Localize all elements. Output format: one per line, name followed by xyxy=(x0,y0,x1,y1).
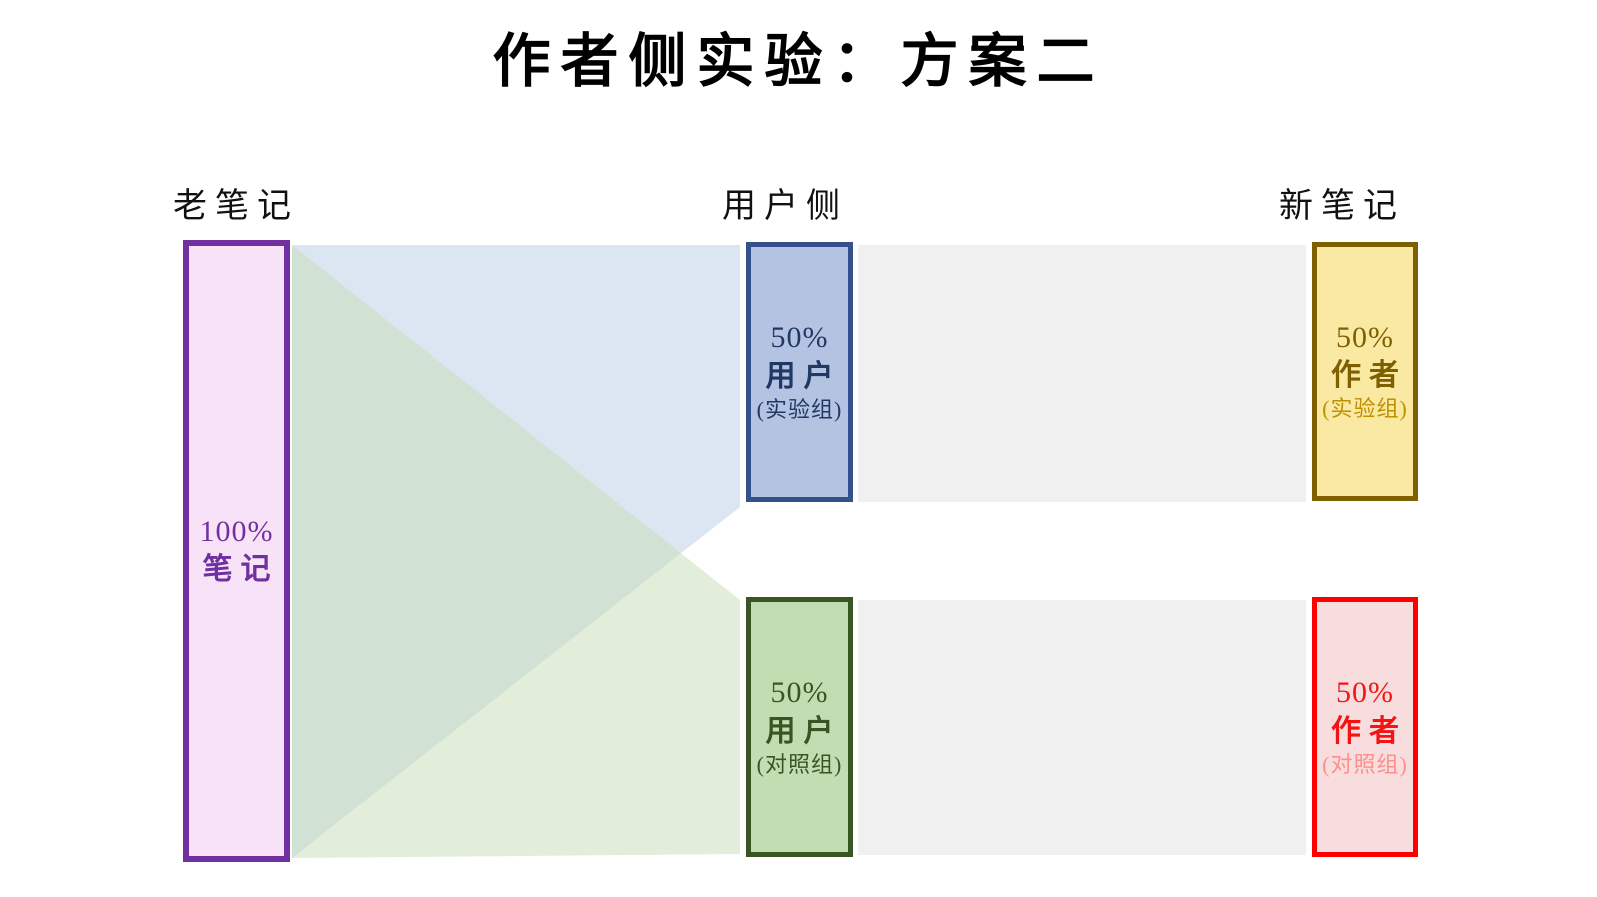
connector-control-band xyxy=(858,600,1306,855)
user-control-percent: 50% xyxy=(770,676,829,710)
flow-split-to-control xyxy=(292,245,740,858)
author-experiment-group: (实验组) xyxy=(1322,396,1408,422)
user-experiment-label: 用户 xyxy=(765,359,842,393)
node-source-notes: 100% 笔记 xyxy=(183,240,290,862)
node-author-control: 50% 作者 (对照组) xyxy=(1312,597,1418,857)
node-user-experiment: 50% 用户 (实验组) xyxy=(746,242,853,502)
user-control-group: (对照组) xyxy=(756,751,843,777)
author-experiment-percent: 50% xyxy=(1336,320,1394,354)
user-experiment-group: (实验组) xyxy=(756,396,843,422)
user-control-label: 用户 xyxy=(765,714,842,748)
diagram-title: 作者侧实验：方案二 xyxy=(492,29,1105,94)
source-label: 笔记 xyxy=(202,553,279,587)
author-control-percent: 50% xyxy=(1336,676,1394,710)
user-experiment-percent: 50% xyxy=(770,321,829,355)
author-experiment-label: 作者 xyxy=(1331,359,1407,393)
node-author-experiment: 50% 作者 (实验组) xyxy=(1312,242,1418,501)
author-control-group: (对照组) xyxy=(1322,751,1408,777)
source-percent: 100% xyxy=(199,514,274,548)
connector-experiment-band xyxy=(858,245,1306,502)
author-control-label: 作者 xyxy=(1331,714,1407,748)
node-user-control: 50% 用户 (对照组) xyxy=(746,597,853,857)
